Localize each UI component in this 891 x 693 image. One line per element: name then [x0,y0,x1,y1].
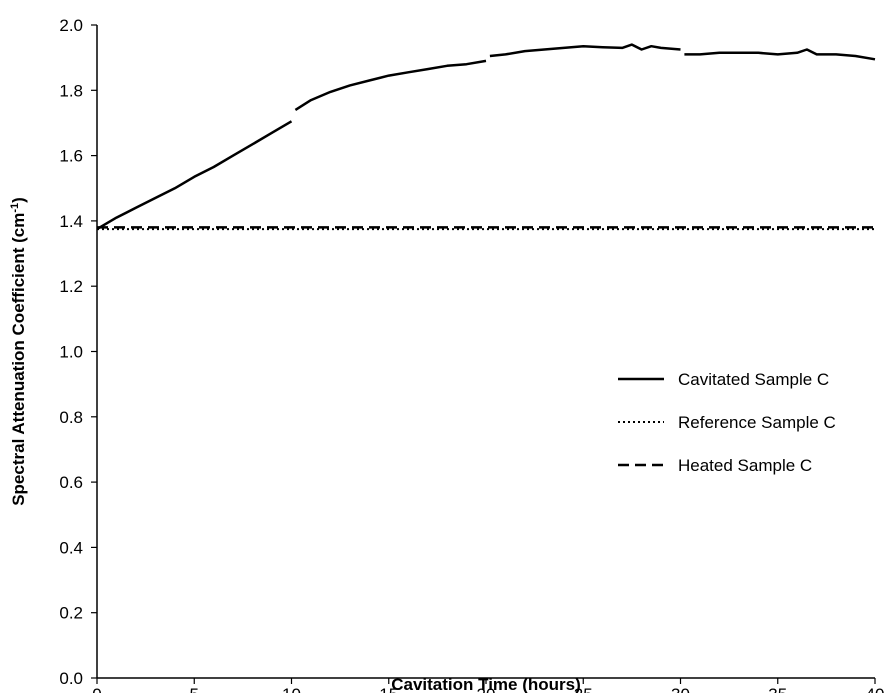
y-axis-title: Spectral Attenuation Coefficient (cm-1) [9,197,28,506]
plot-area [96,43,876,231]
x-ticks: 0 5 10 15 20 25 30 35 40 [92,678,884,693]
series-line-segment [294,59,487,111]
y-tick-label: 0.0 [59,669,83,688]
x-tick-label: 30 [671,685,690,693]
x-tick-label: 0 [92,685,101,693]
y-tick-label: 1.2 [59,277,83,296]
y-tick-label: 1.6 [59,147,83,166]
y-tick-label: 0.8 [59,408,83,427]
series-line-segment [684,48,876,61]
x-tick-label: 20 [477,685,496,693]
legend-label: Heated Sample C [678,456,812,475]
y-ticks: 0.0 0.2 0.4 0.6 0.8 1.0 1.2 1.4 1.6 1.8 2.0 [59,16,97,688]
y-axis-title-main: Spectral Attenuation Coefficient (cm [9,213,28,506]
x-tick-label: 5 [190,685,199,693]
y-axis-title-superscript: -1 [9,203,21,213]
y-tick-label: 1.4 [59,212,83,231]
x-tick-label: 40 [866,685,885,693]
y-tick-label: 2.0 [59,16,83,35]
x-axis-title: Cavitation Time (hours) [391,675,581,693]
y-axis-title-close: ) [9,197,28,203]
series-line-segment [489,43,681,58]
series-solid [96,43,876,231]
legend-label: Reference Sample C [678,413,836,432]
y-tick-label: 0.6 [59,473,83,492]
y-tick-label: 0.4 [59,538,83,557]
x-tick-label: 35 [768,685,787,693]
x-tick-label: 25 [574,685,593,693]
legend: Cavitated Sample C Reference Sample C Heat… [618,370,836,475]
y-tick-label: 1.0 [59,343,83,362]
legend-label: Cavitated Sample C [678,370,829,389]
y-tick-label: 0.2 [59,604,83,623]
x-tick-label: 10 [282,685,301,693]
y-tick-label: 1.8 [59,81,83,100]
x-tick-label: 15 [379,685,398,693]
series-line-segment [96,120,293,231]
